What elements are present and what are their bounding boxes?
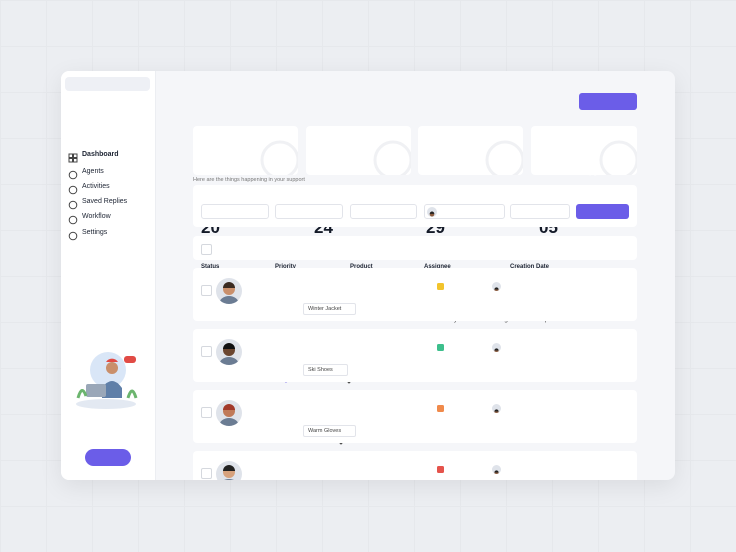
get-pro-button[interactable]	[85, 449, 131, 466]
nav-icon	[68, 212, 78, 225]
nav-icon	[68, 167, 78, 180]
product-tag: Winter Jacket	[303, 303, 357, 315]
checkbox[interactable]	[201, 407, 212, 418]
checkbox[interactable]	[201, 285, 212, 296]
sidebar	[61, 71, 156, 480]
stat-card	[531, 126, 637, 175]
avatar	[491, 282, 501, 291]
filter-select[interactable]	[350, 204, 417, 219]
filter-label: Creation Date	[510, 264, 550, 270]
nav-item[interactable]: Dashboard	[82, 151, 119, 158]
table-header	[193, 236, 637, 260]
filter-select[interactable]	[275, 204, 343, 219]
avatar	[216, 278, 242, 304]
nav-item[interactable]: Workflow	[82, 213, 111, 220]
product-tag: Warm Gloves	[303, 425, 357, 437]
priority-swatch	[437, 283, 444, 290]
nav-item[interactable]: Activities	[82, 183, 110, 190]
checkbox[interactable]	[201, 346, 212, 357]
nav-icon	[68, 150, 78, 163]
ticket-row[interactable]	[193, 268, 637, 321]
stat-card	[306, 126, 411, 175]
priority-swatch	[437, 466, 444, 473]
avatar	[427, 206, 437, 217]
ticket-row[interactable]	[193, 329, 637, 382]
nav-item[interactable]: Agents	[82, 168, 104, 175]
nav-icon	[68, 228, 78, 241]
nav-active-bg	[65, 77, 150, 91]
avatar	[491, 343, 501, 352]
checkbox[interactable]	[201, 244, 212, 255]
avatar	[491, 404, 501, 413]
avatar	[216, 461, 242, 480]
ticket-row[interactable]	[193, 390, 637, 443]
upgrade-button[interactable]	[579, 93, 637, 110]
product-tag: Ski Shoes	[303, 364, 348, 376]
filter-label: Assignee	[424, 264, 451, 270]
avatar	[216, 339, 242, 365]
ticket-row[interactable]	[193, 451, 637, 480]
priority-swatch	[437, 405, 444, 412]
stat-card	[193, 126, 298, 175]
filter-label: Priority	[275, 264, 297, 270]
nav-item[interactable]: Settings	[82, 229, 108, 236]
avatar	[216, 400, 242, 426]
avatar	[491, 465, 501, 474]
app-window: Dashboard Agents Activities Saved Replies Wo…	[61, 71, 675, 480]
reset-filters-button[interactable]	[576, 204, 629, 219]
filter-label: Product	[350, 264, 373, 270]
priority-swatch	[437, 344, 444, 351]
filter-label: Status	[201, 264, 220, 270]
filter-select[interactable]	[424, 204, 505, 219]
nav-icon	[68, 182, 78, 195]
stat-card	[418, 126, 523, 175]
subtitle: Here are the things happening in your su…	[193, 177, 305, 183]
promo-illustration	[72, 348, 140, 410]
checkbox[interactable]	[201, 468, 212, 479]
nav-item[interactable]: Saved Replies	[82, 198, 128, 205]
filter-select[interactable]	[201, 204, 269, 219]
filter-select[interactable]	[510, 204, 570, 219]
nav-icon	[68, 197, 78, 210]
